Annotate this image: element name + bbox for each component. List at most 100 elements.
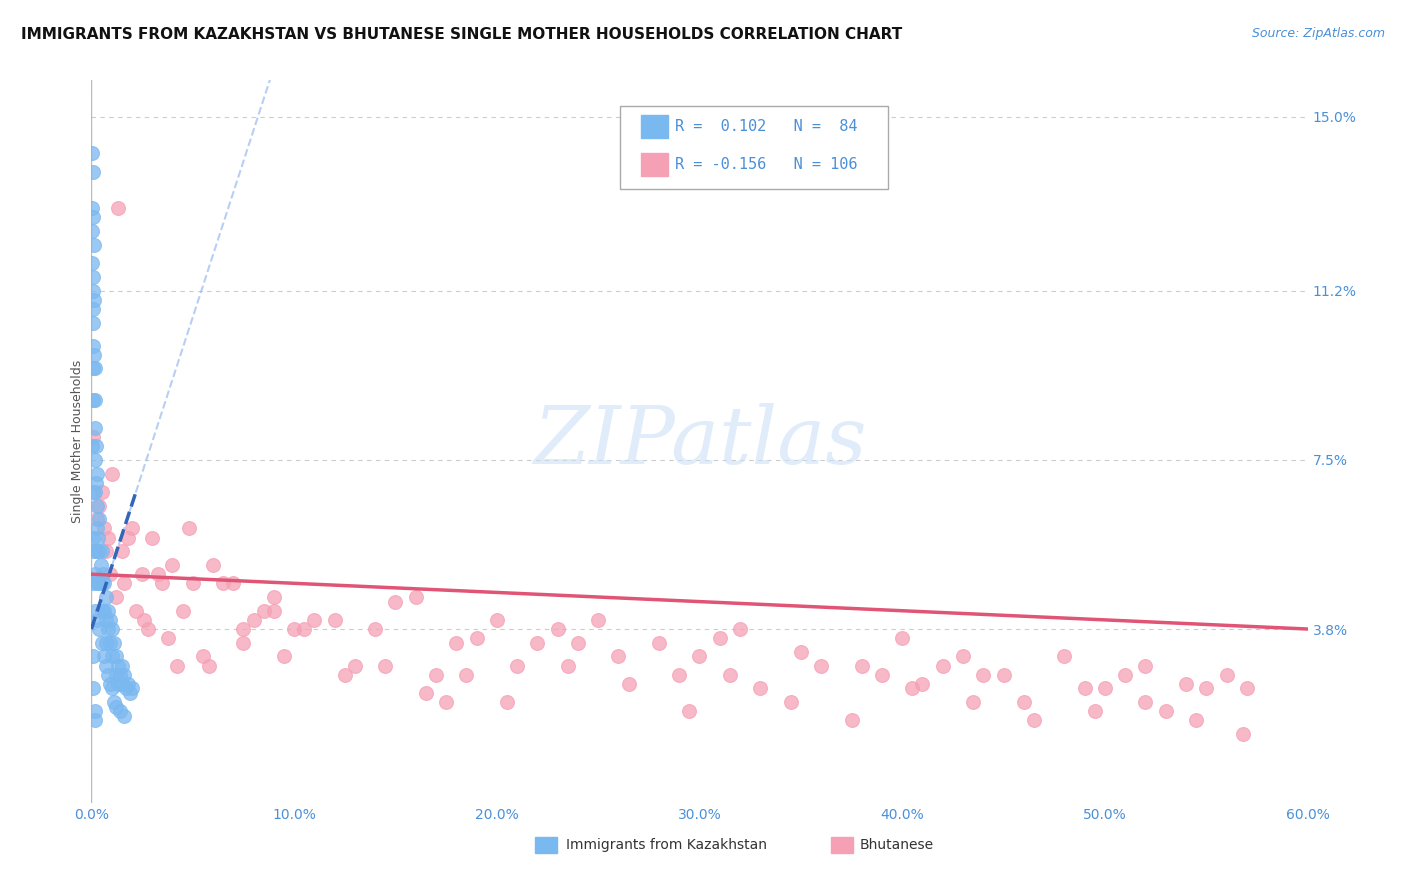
- Point: [112, 709, 135, 723]
- Point: [83, 238, 105, 252]
- Point: [93, 649, 115, 664]
- Point: [82, 338, 104, 352]
- Point: [82, 681, 104, 696]
- Point: [100, 622, 122, 636]
- Point: [86, 475, 108, 490]
- Point: [98, 567, 121, 582]
- Point: [117, 677, 139, 691]
- Point: [1215, 667, 1237, 681]
- Point: [136, 622, 159, 636]
- Point: [333, 667, 356, 681]
- Point: [434, 695, 457, 709]
- Point: [1135, 695, 1157, 709]
- Point: [222, 576, 245, 591]
- Point: [89, 576, 111, 591]
- Point: [1053, 649, 1076, 664]
- Point: [90, 604, 112, 618]
- Bar: [641, 153, 668, 177]
- Point: [82, 224, 104, 238]
- Point: [117, 531, 139, 545]
- Point: [94, 658, 117, 673]
- Point: [121, 521, 143, 535]
- Point: [444, 636, 467, 650]
- Point: [198, 658, 221, 673]
- Point: [232, 622, 254, 636]
- FancyBboxPatch shape: [620, 105, 889, 189]
- Point: [141, 531, 163, 545]
- Point: [90, 576, 112, 591]
- Point: [98, 613, 121, 627]
- Point: [292, 622, 315, 636]
- Point: [496, 695, 519, 709]
- Point: [810, 658, 832, 673]
- Point: [94, 544, 117, 558]
- Point: [547, 622, 569, 636]
- Point: [851, 658, 873, 673]
- Point: [384, 594, 406, 608]
- Point: [93, 604, 115, 618]
- Point: [405, 590, 427, 604]
- Point: [82, 316, 104, 330]
- Point: [80, 146, 103, 161]
- Point: [242, 613, 264, 627]
- Point: [84, 567, 107, 582]
- Point: [112, 667, 135, 681]
- Point: [1154, 704, 1177, 718]
- Point: [232, 636, 254, 650]
- Point: [90, 636, 112, 650]
- Text: Bhutanese: Bhutanese: [860, 838, 934, 853]
- Point: [86, 613, 108, 627]
- Point: [191, 649, 214, 664]
- Point: [82, 484, 104, 499]
- Point: [94, 636, 117, 650]
- Point: [89, 512, 111, 526]
- Point: [82, 211, 104, 225]
- Point: [82, 284, 104, 298]
- Point: [993, 667, 1015, 681]
- Point: [202, 558, 225, 572]
- Point: [668, 667, 690, 681]
- Point: [1236, 681, 1258, 696]
- Point: [166, 658, 188, 673]
- Point: [1012, 695, 1035, 709]
- Point: [84, 544, 107, 558]
- Point: [93, 521, 115, 535]
- Point: [1175, 677, 1198, 691]
- Point: [90, 544, 112, 558]
- Point: [678, 704, 700, 718]
- Point: [617, 677, 640, 691]
- Point: [343, 658, 366, 673]
- Point: [108, 667, 131, 681]
- Point: [253, 604, 276, 618]
- Point: [648, 636, 671, 650]
- Point: [181, 576, 204, 591]
- Point: [415, 686, 437, 700]
- Point: [82, 439, 104, 453]
- Bar: [641, 115, 668, 138]
- Point: [97, 667, 120, 681]
- Point: [86, 521, 108, 535]
- Point: [364, 622, 387, 636]
- Point: [931, 658, 953, 673]
- Point: [506, 658, 529, 673]
- Point: [107, 677, 129, 691]
- Point: [82, 649, 104, 664]
- Point: [86, 439, 108, 453]
- Point: [107, 658, 129, 673]
- Point: [263, 604, 285, 618]
- Point: [586, 613, 609, 627]
- Point: [263, 590, 285, 604]
- Point: [709, 631, 731, 645]
- Point: [84, 421, 107, 435]
- Point: [103, 695, 125, 709]
- Point: [485, 613, 508, 627]
- Point: [323, 613, 346, 627]
- Point: [104, 590, 127, 604]
- Point: [749, 681, 772, 696]
- Point: [82, 269, 104, 284]
- Point: [1022, 714, 1045, 728]
- Point: [111, 658, 134, 673]
- Point: [108, 704, 131, 718]
- Point: [779, 695, 801, 709]
- Point: [82, 361, 104, 376]
